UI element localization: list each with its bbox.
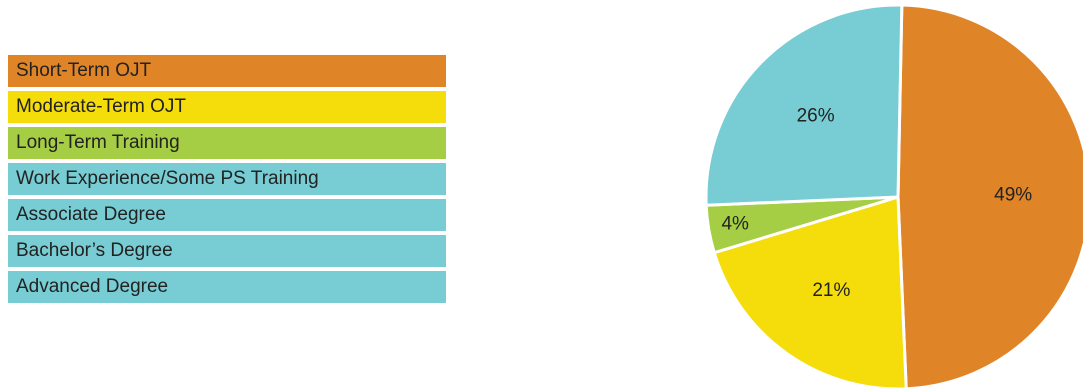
pie-slice-21 xyxy=(712,195,908,390)
legend: Short-Term OJT Moderate-Term OJT Long-Te… xyxy=(8,55,446,303)
pie-slice-label-21: 21% xyxy=(812,280,850,301)
pie-slice-49 xyxy=(896,3,1083,390)
legend-item-short-term-ojt: Short-Term OJT xyxy=(8,55,446,87)
pie-slice-26 xyxy=(704,3,904,207)
pie-slice-label-26: 26% xyxy=(797,105,835,126)
pie-labels: 49% 21% 4% 26% xyxy=(721,105,1032,300)
legend-item-work-experience: Work Experience/Some PS Training xyxy=(8,163,446,195)
legend-item-moderate-term-ojt: Moderate-Term OJT xyxy=(8,91,446,123)
pie-slices xyxy=(704,3,1083,390)
pie-slice-label-49: 49% xyxy=(994,185,1032,206)
pie-slice-label-4: 4% xyxy=(721,214,749,235)
legend-item-advanced-degree: Advanced Degree xyxy=(8,271,446,303)
legend-item-bachelors-degree: Bachelor’s Degree xyxy=(8,235,446,267)
legend-item-long-term-training: Long-Term Training xyxy=(8,127,446,159)
legend-item-associate-degree: Associate Degree xyxy=(8,199,446,231)
